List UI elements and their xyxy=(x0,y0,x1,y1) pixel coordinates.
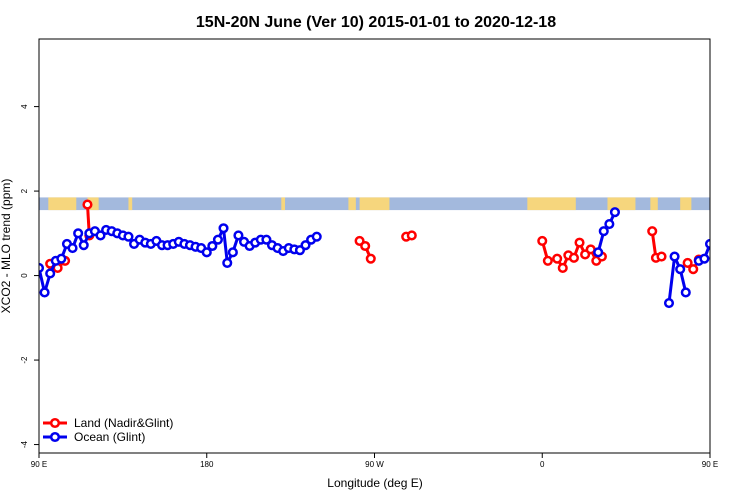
ocean-data-point xyxy=(712,244,720,252)
land-patch xyxy=(48,197,77,211)
y-axis: -4 -2 0 2 4 xyxy=(20,104,39,448)
ocean-data-point xyxy=(212,234,223,245)
land-patch xyxy=(348,197,356,211)
land-data-point xyxy=(82,199,93,210)
land-data-point xyxy=(542,255,553,266)
series-layer xyxy=(39,199,750,309)
ocean-data-point xyxy=(39,287,50,298)
legend: Land (Nadir&Glint)Ocean (Glint) xyxy=(43,416,173,444)
land-patch xyxy=(359,197,390,211)
ocean-data-point xyxy=(95,230,106,241)
legend-label-ocean: Ocean (Glint) xyxy=(74,430,145,444)
ocean-data-point xyxy=(227,247,238,258)
ocean-data-point xyxy=(207,240,218,252)
land-patch xyxy=(87,197,99,211)
ocean-data-point xyxy=(745,226,750,234)
x-tick-label: 0 xyxy=(540,460,545,469)
land-patch xyxy=(650,197,658,211)
land-data-point xyxy=(688,264,699,275)
ocean-data-point xyxy=(593,247,604,258)
x-axis: 90 E 180 90 W 0 90 E xyxy=(31,453,718,469)
land-data-point xyxy=(647,226,658,237)
land-data-point xyxy=(568,252,579,263)
ocean-data-point xyxy=(717,230,725,238)
ocean-data-point xyxy=(201,247,212,258)
ocean-data-point xyxy=(675,264,686,275)
ocean-data-point xyxy=(699,253,710,264)
y-tick-label: -4 xyxy=(20,440,29,448)
ocean-data-point xyxy=(734,227,742,235)
ocean-data-point xyxy=(56,253,67,264)
ocean-data-point xyxy=(680,287,691,298)
ocean-data-point xyxy=(222,257,233,268)
ocean-data-point xyxy=(729,230,737,238)
x-axis-label: Longitude (deg E) xyxy=(327,476,422,490)
ocean-data-point xyxy=(311,231,322,242)
x-tick-label: 90 W xyxy=(365,460,384,469)
legend-label-land: Land (Nadir&Glint) xyxy=(74,416,173,430)
ocean-data-point xyxy=(300,240,311,251)
y-tick-label: 2 xyxy=(20,188,29,193)
ocean-data-point xyxy=(598,226,609,237)
y-axis-label: XCO2 - MLO trend (ppm) xyxy=(0,179,13,314)
land-data-point xyxy=(656,251,667,262)
land-data-point xyxy=(717,201,725,209)
chart-title: 15N-20N June (Ver 10) 2015-01-01 to 2020… xyxy=(196,14,556,31)
land-series-line xyxy=(721,205,723,236)
y-tick-label: 4 xyxy=(20,104,29,109)
legend-marker-ocean xyxy=(49,431,61,443)
ocean-data-point xyxy=(663,297,675,309)
ocean-data-point xyxy=(261,234,272,245)
ocean-data-point xyxy=(604,218,615,230)
plot-frame xyxy=(38,38,711,454)
land-data-point xyxy=(552,253,563,264)
ocean-data-point xyxy=(45,268,56,279)
land-patch xyxy=(527,197,576,211)
x-tick-label: 180 xyxy=(200,460,214,469)
land-ocean-band xyxy=(39,197,710,211)
y-tick-label: -2 xyxy=(20,356,29,364)
land-data-point xyxy=(719,232,727,240)
land-data-point xyxy=(682,257,693,268)
ocean-data-point xyxy=(218,223,229,234)
land-data-point xyxy=(360,240,371,252)
land-data-point xyxy=(557,262,568,274)
land-patch xyxy=(281,197,286,211)
land-patch xyxy=(128,197,133,211)
ocean-data-point xyxy=(669,251,680,262)
y-tick-label: 0 xyxy=(20,273,29,278)
legend-marker-land xyxy=(49,417,61,429)
ocean-series-line xyxy=(667,255,688,304)
land-data-point xyxy=(537,235,548,246)
ocean-data-point xyxy=(67,243,78,254)
land-data-point xyxy=(365,253,376,264)
ocean-data-point xyxy=(73,228,84,239)
ocean-data-point xyxy=(740,232,748,240)
ocean-data-point xyxy=(723,241,731,249)
ocean-data-point xyxy=(233,230,244,241)
ocean-data-point xyxy=(78,240,89,251)
x-tick-label: 90 E xyxy=(702,460,718,469)
ocean-data-point xyxy=(123,231,134,242)
land-patch xyxy=(680,197,692,211)
ocean-data-point xyxy=(609,207,620,218)
ocean-data-point xyxy=(704,238,710,249)
x-tick-label: 90 E xyxy=(31,460,47,469)
land-data-point xyxy=(406,230,417,241)
land-data-point xyxy=(574,237,585,248)
land-patch xyxy=(607,197,636,211)
